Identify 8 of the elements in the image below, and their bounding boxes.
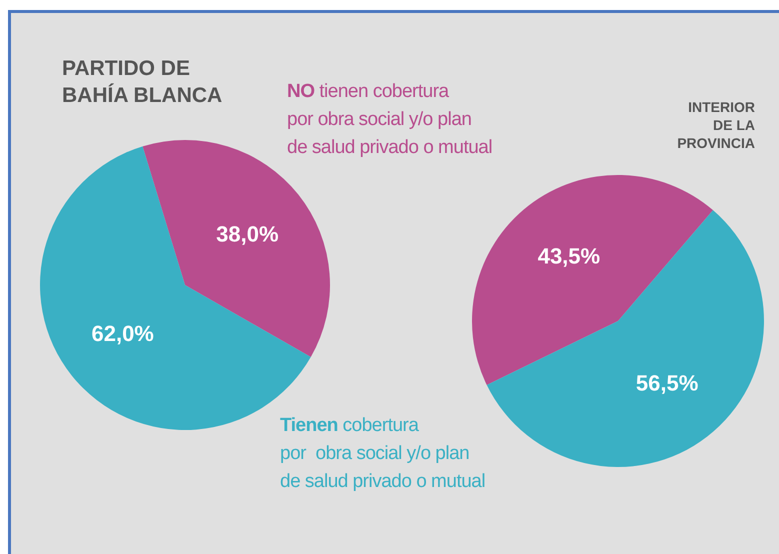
slice-label: Tienen cobertura por obra social y/o plan de salud privado o mutual xyxy=(280,414,486,494)
data-label: 56,5% xyxy=(636,370,698,396)
chart-title: PARTIDO DE BAHÍA BLANCA xyxy=(62,56,222,110)
data-label: 62,0% xyxy=(91,320,154,346)
slice-label: NO tienen cobertura por obra social y/o plan de salud privado o mutual xyxy=(287,80,492,160)
chart-title: INTERIOR DE LA PROVINCIA xyxy=(677,98,755,153)
data-label: 38,0% xyxy=(216,221,279,246)
data-label: 43,5% xyxy=(538,244,600,269)
